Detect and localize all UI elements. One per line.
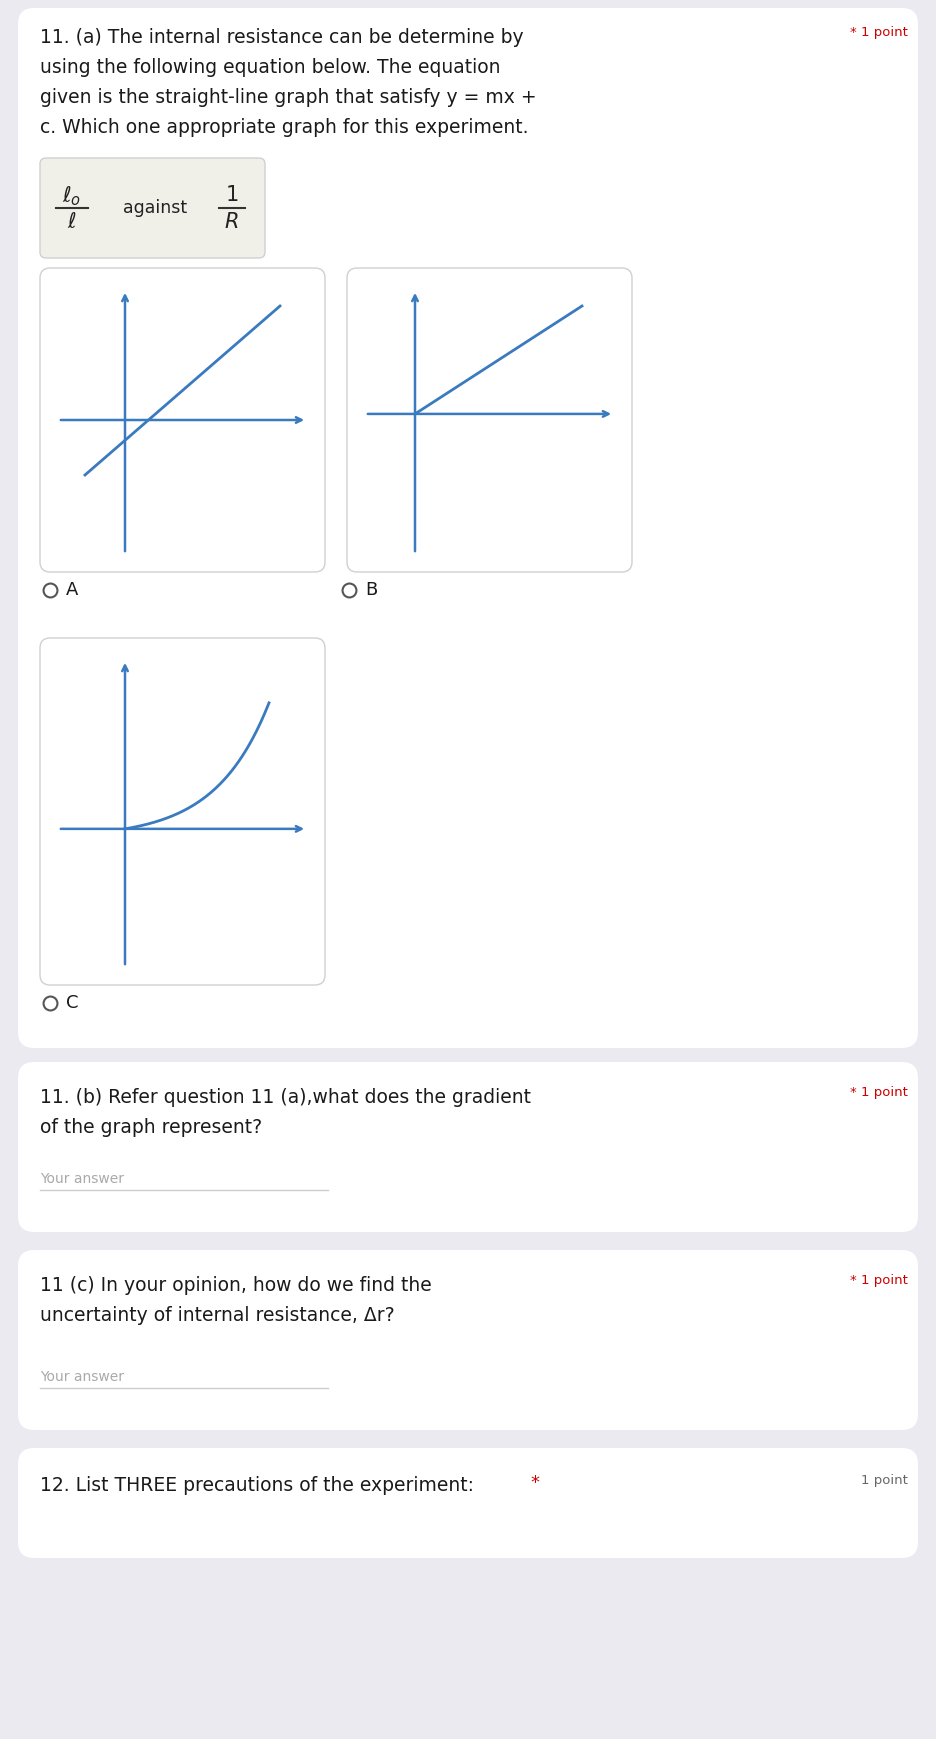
FancyBboxPatch shape bbox=[40, 158, 265, 257]
FancyBboxPatch shape bbox=[40, 268, 325, 572]
Text: 1 point: 1 point bbox=[861, 1475, 908, 1487]
Text: Your answer: Your answer bbox=[40, 1370, 124, 1384]
Text: *: * bbox=[530, 1475, 539, 1492]
Text: * 1 point: * 1 point bbox=[850, 1275, 908, 1287]
Text: 11. (a) The internal resistance can be determine by: 11. (a) The internal resistance can be d… bbox=[40, 28, 523, 47]
FancyBboxPatch shape bbox=[18, 9, 918, 1049]
Text: 11. (b) Refer question 11 (a),what does the gradient: 11. (b) Refer question 11 (a),what does … bbox=[40, 1089, 531, 1108]
FancyBboxPatch shape bbox=[18, 1250, 918, 1429]
Text: Your answer: Your answer bbox=[40, 1172, 124, 1186]
Text: against: against bbox=[123, 198, 187, 217]
Text: given is the straight-line graph that satisfy y = mx +: given is the straight-line graph that sa… bbox=[40, 89, 536, 108]
Text: * 1 point: * 1 point bbox=[850, 1085, 908, 1099]
FancyBboxPatch shape bbox=[347, 268, 632, 572]
Text: B: B bbox=[365, 581, 377, 598]
Text: 11 (c) In your opinion, how do we find the: 11 (c) In your opinion, how do we find t… bbox=[40, 1276, 431, 1296]
Text: R: R bbox=[225, 212, 240, 231]
Text: uncertainty of internal resistance, Δr?: uncertainty of internal resistance, Δr? bbox=[40, 1306, 395, 1325]
Text: 1: 1 bbox=[226, 184, 239, 205]
Text: 12. List THREE precautions of the experiment:: 12. List THREE precautions of the experi… bbox=[40, 1476, 474, 1496]
Text: of the graph represent?: of the graph represent? bbox=[40, 1118, 262, 1137]
Text: $\ell_o$: $\ell_o$ bbox=[63, 184, 81, 207]
FancyBboxPatch shape bbox=[18, 1063, 918, 1231]
Text: * 1 point: * 1 point bbox=[850, 26, 908, 38]
Text: c. Which one appropriate graph for this experiment.: c. Which one appropriate graph for this … bbox=[40, 118, 529, 137]
Text: C: C bbox=[66, 995, 79, 1012]
Text: A: A bbox=[66, 581, 79, 598]
Text: using the following equation below. The equation: using the following equation below. The … bbox=[40, 57, 501, 77]
FancyBboxPatch shape bbox=[40, 638, 325, 984]
FancyBboxPatch shape bbox=[18, 1449, 918, 1558]
Text: $\ell$: $\ell$ bbox=[67, 212, 77, 231]
